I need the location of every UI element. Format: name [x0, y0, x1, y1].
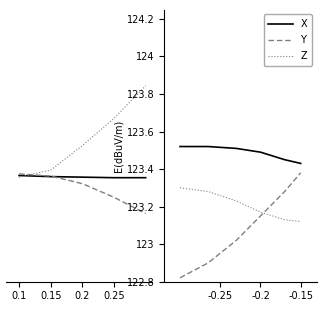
Y [283, 190, 286, 194]
Line: Z: Z [180, 188, 301, 221]
Y [178, 276, 182, 280]
Line: X: X [180, 147, 301, 164]
Z [283, 218, 286, 222]
Legend: X, Y, Z: X, Y, Z [263, 14, 312, 66]
Y [235, 238, 238, 242]
X [299, 162, 303, 165]
X [178, 145, 182, 148]
Y [299, 171, 303, 175]
Y-axis label: E(dBuV/m): E(dBuV/m) [114, 119, 124, 172]
Y [206, 261, 210, 265]
Z [235, 199, 238, 203]
Z [206, 190, 210, 194]
Line: Y: Y [180, 173, 301, 278]
X [206, 145, 210, 148]
X [283, 158, 286, 162]
Z [178, 186, 182, 190]
Y [259, 214, 262, 218]
Z [259, 210, 262, 214]
Z [299, 220, 303, 223]
X [235, 147, 238, 150]
X [259, 150, 262, 154]
